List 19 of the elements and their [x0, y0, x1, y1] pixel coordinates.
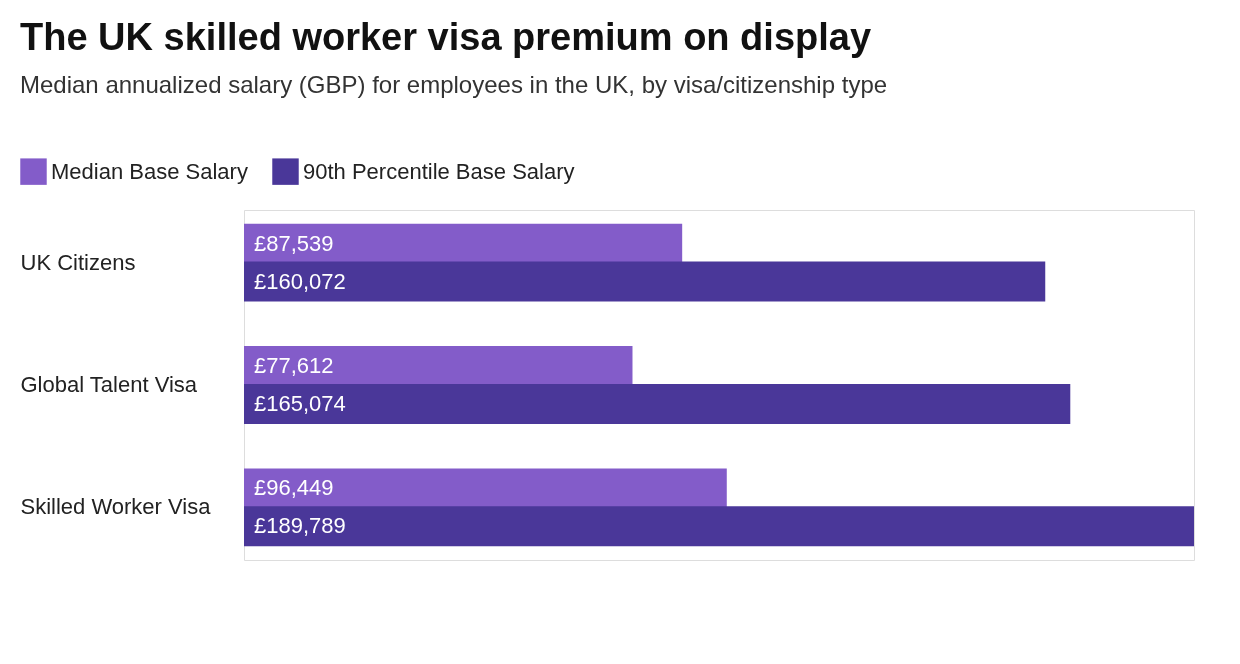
- legend-label: 90th Percentile Base Salary: [303, 158, 575, 184]
- y-tick-label: UK Citizens: [20, 249, 136, 275]
- data-label: £77,612: [254, 353, 334, 379]
- data-label: £189,789: [254, 513, 346, 539]
- bar: [244, 261, 1046, 302]
- bar: [244, 468, 727, 509]
- y-tick-label: Skilled Worker Visa: [20, 494, 212, 520]
- legend-label: Median Base Salary: [51, 158, 248, 184]
- bar: [244, 346, 633, 387]
- data-label: £87,539: [254, 230, 334, 256]
- bar: [244, 223, 683, 264]
- bar: [244, 506, 1194, 547]
- chart-title: The UK skilled worker visa premium on display: [20, 16, 872, 58]
- chart-subtitle: Median annualized salary (GBP) for employees in the UK, by visa/citizenship type: [20, 71, 888, 98]
- data-label: £96,449: [254, 475, 334, 501]
- data-label: £160,072: [254, 268, 346, 294]
- data-label: £165,074: [254, 390, 346, 416]
- y-tick-label: Global Talent Visa: [20, 372, 198, 397]
- bar: [244, 383, 1071, 424]
